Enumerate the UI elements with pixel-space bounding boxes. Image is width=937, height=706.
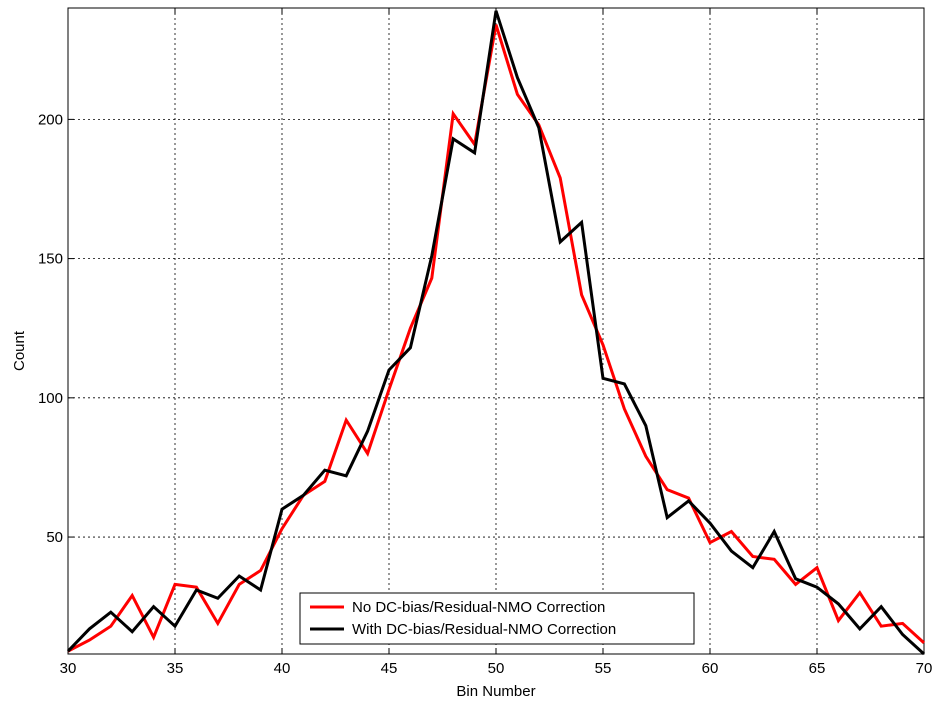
y-tick-label: 100 (38, 390, 63, 407)
y-tick-label: 50 (46, 529, 63, 546)
series-line-2 (66, 10, 926, 656)
x-tick-label: 50 (488, 660, 505, 677)
y-axis-label: Count (11, 330, 28, 371)
x-tick-label: 60 (702, 660, 719, 677)
legend: No DC-bias/Residual-NMO Correction With D… (299, 592, 695, 645)
x-tick-label: 40 (274, 660, 291, 677)
axis-ticks: 30 35 40 45 50 55 60 65 70 50 100 150 200 (38, 8, 932, 677)
series-lines (66, 10, 926, 656)
x-tick-label: 65 (809, 660, 826, 677)
x-tick-label: 45 (381, 660, 398, 677)
x-tick-label: 35 (167, 660, 184, 677)
legend-label: With DC-bias/Residual-NMO Correction (352, 621, 616, 638)
y-tick-label: 200 (38, 111, 63, 128)
series-line-1 (67, 24, 926, 653)
y-tick-label: 150 (38, 251, 63, 268)
legend-label: No DC-bias/Residual-NMO Correction (352, 599, 605, 616)
x-axis-label: Bin Number (456, 683, 535, 700)
legend-box (299, 592, 695, 645)
x-tick-label: 70 (916, 660, 933, 677)
x-tick-label: 55 (595, 660, 612, 677)
x-tick-label: 30 (60, 660, 77, 677)
